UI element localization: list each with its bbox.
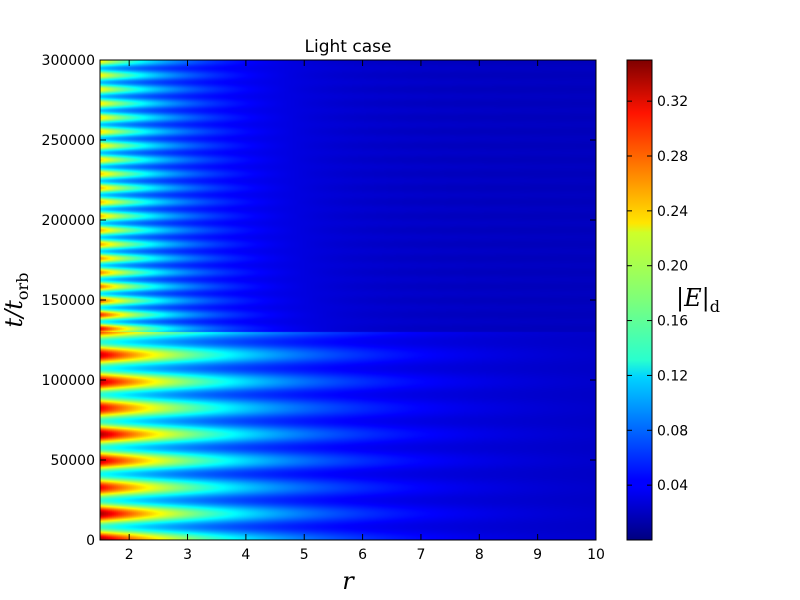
y-tick-label: 100000 — [42, 373, 95, 389]
colorbar-tick-label: 0.20 — [657, 259, 688, 275]
colorbar-tick-label: 0.04 — [657, 478, 688, 494]
colorbar-tick-label: 0.08 — [657, 423, 688, 439]
heatmap-field — [100, 60, 596, 540]
svg-text:t/torb: t/torb — [0, 273, 32, 328]
y-axis-label-sub: orb — [13, 273, 32, 301]
colorbar-tick-label: 0.28 — [657, 149, 688, 165]
x-tick-label: 9 — [533, 547, 542, 563]
x-tick-label: 8 — [475, 547, 484, 563]
colorbar-label-sub: d — [710, 297, 720, 316]
x-axis-ticks: 2 3 4 5 6 7 8 9 10 — [125, 60, 605, 563]
y-tick-label: 150000 — [42, 293, 95, 309]
x-tick-label: 4 — [241, 547, 250, 563]
colorbar-tick-label: 0.24 — [657, 204, 688, 220]
y-tick-label: 50000 — [50, 453, 95, 469]
x-axis-label: r — [342, 567, 355, 595]
chart-title: Light case — [305, 37, 392, 57]
colorbar-ticks: 0.04 0.08 0.12 0.16 0.20 0.24 0.28 0.32 — [627, 94, 688, 494]
colorbar-label-main: |E| — [676, 284, 710, 313]
x-tick-label: 2 — [125, 547, 134, 563]
y-axis-label-main: t/t — [0, 300, 28, 328]
y-tick-label: 250000 — [42, 133, 95, 149]
colorbar-tick-label: 0.12 — [657, 368, 688, 384]
x-tick-label: 10 — [587, 547, 605, 563]
x-tick-label: 6 — [358, 547, 367, 563]
colorbar-tick-label: 0.32 — [657, 94, 688, 110]
y-axis-ticks: 0 50000 100000 150000 200000 250000 300000 — [42, 53, 596, 549]
colorbar-label: |E|d — [676, 284, 720, 316]
colorbar — [626, 59, 653, 541]
y-axis-label: t/torb — [0, 273, 32, 328]
colorbar-tick-label: 0.16 — [657, 314, 688, 330]
y-tick-label: 0 — [86, 533, 95, 549]
x-tick-label: 3 — [183, 547, 192, 563]
y-tick-label: 300000 — [42, 53, 95, 69]
heatmap-image — [100, 60, 596, 540]
x-tick-label: 5 — [300, 547, 309, 563]
y-tick-label: 200000 — [42, 213, 95, 229]
x-tick-label: 7 — [416, 547, 425, 563]
